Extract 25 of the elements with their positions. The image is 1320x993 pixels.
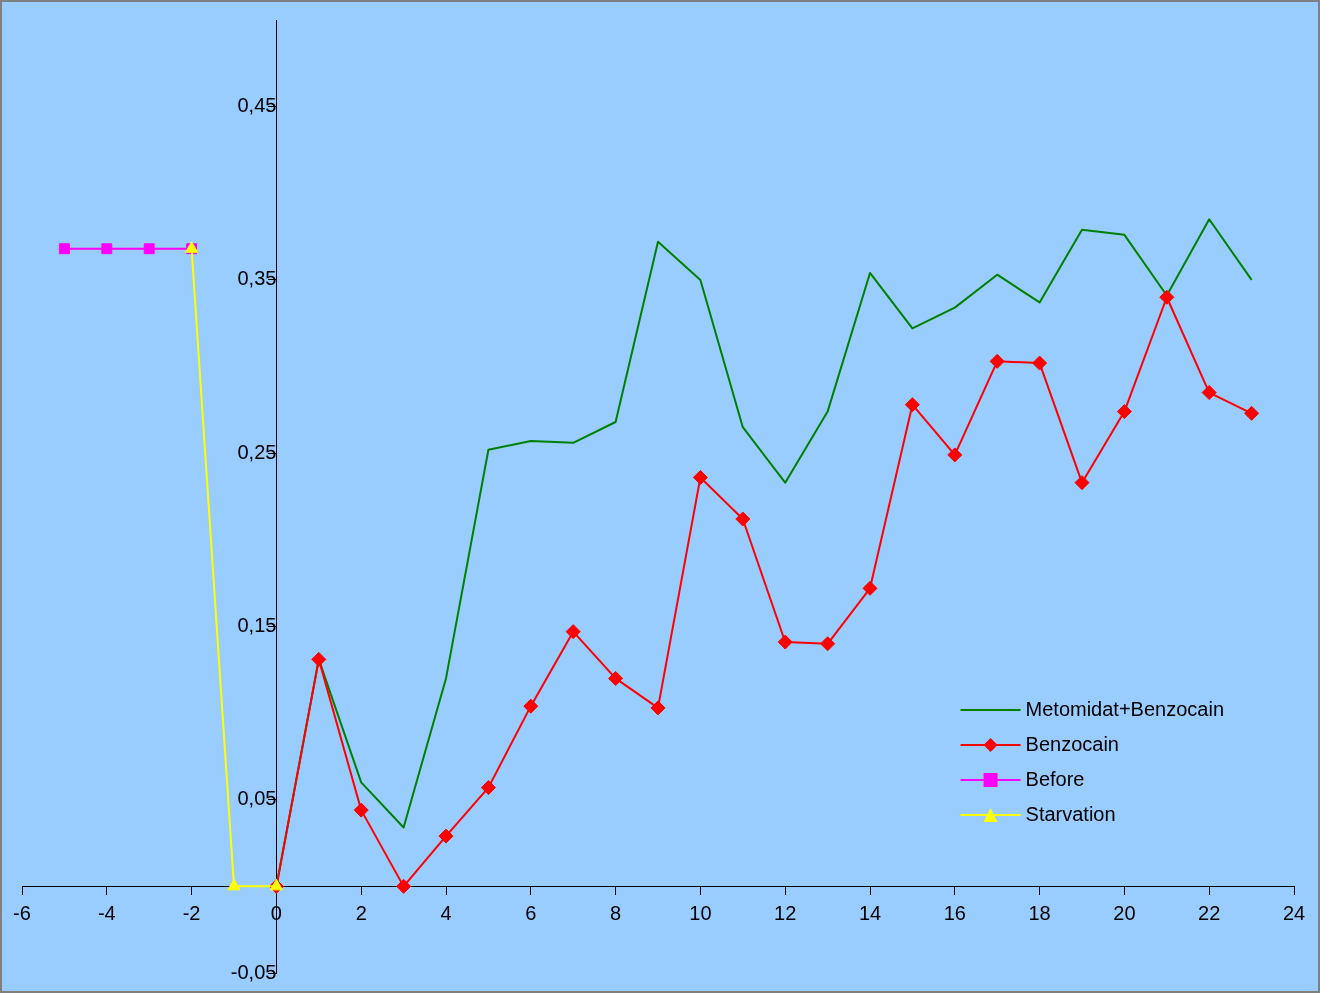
x-tick-label: 20	[1113, 901, 1136, 924]
x-tick-label: 14	[858, 901, 882, 924]
x-tick-label: 8	[610, 901, 622, 924]
x-tick-label: -4	[97, 901, 116, 924]
x-tick-label: -6	[13, 901, 31, 924]
x-tick-label: 22	[1198, 901, 1221, 924]
legend-label: Metomidat+Benzocain	[1025, 697, 1225, 720]
legend-label: Before	[1025, 767, 1085, 790]
x-tick-label: 24	[1282, 901, 1306, 924]
x-tick-label: 10	[689, 901, 712, 924]
y-tick-label: 0,05	[237, 787, 277, 810]
y-tick-label: 0,45	[237, 94, 277, 117]
y-tick-label: 0,35	[237, 267, 277, 290]
y-tick-label: 0,15	[237, 613, 277, 636]
y-tick-label: 0,25	[237, 440, 277, 463]
x-tick-label: 16	[943, 901, 966, 924]
x-tick-label: 4	[440, 901, 452, 924]
legend-label: Starvation	[1025, 802, 1116, 825]
x-tick-label: 12	[774, 901, 797, 924]
x-tick-label: 2	[355, 901, 367, 924]
x-tick-label: 6	[525, 901, 537, 924]
legend-label: Benzocain	[1025, 732, 1119, 755]
y-tick-label: -0,05	[230, 960, 277, 983]
x-tick-label: -2	[182, 901, 201, 924]
x-tick-label: 18	[1028, 901, 1051, 924]
